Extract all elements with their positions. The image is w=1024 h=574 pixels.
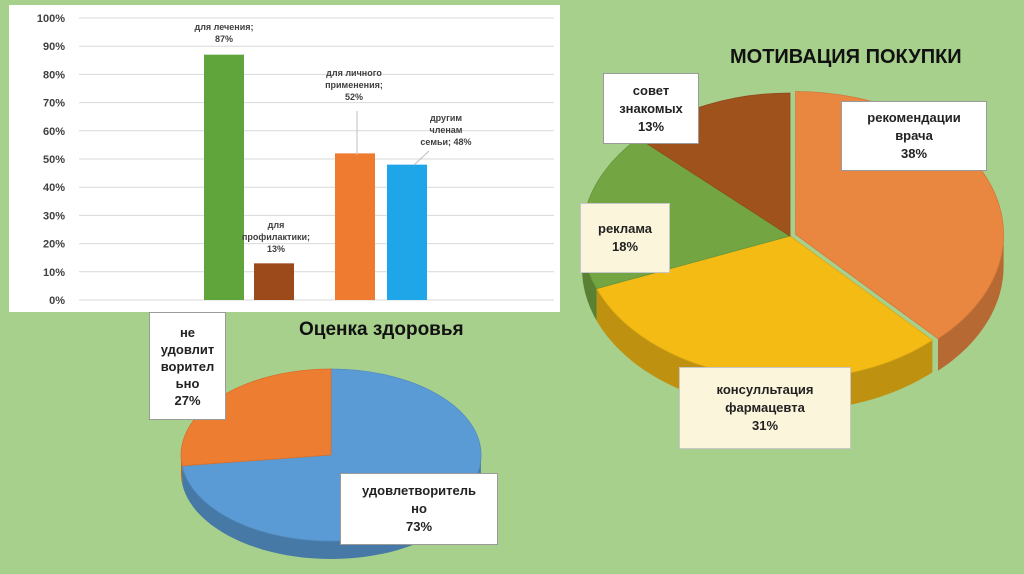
pie-slice-side [938, 236, 1004, 371]
slice-label-friends-advice: совет знакомых 13% [603, 73, 699, 144]
health-chart-title: Оценка здоровья [299, 319, 464, 340]
slice-label-satisfactory: удовлетворитель но 73% [340, 473, 498, 545]
y-tick-label: 50% [43, 154, 65, 166]
bar-data-label: для личного [326, 68, 382, 78]
bar [335, 153, 375, 300]
bar-data-label: 13% [267, 244, 285, 254]
bar-data-label: применения; [325, 80, 383, 90]
bar-data-label: другим [430, 113, 462, 123]
y-tick-label: 80% [43, 69, 65, 81]
bar-chart-panel: 0% 10% 20% 30% 40% 50% 60% 70% 80% 90% 100% для леч… [9, 5, 560, 312]
y-tick-label: 30% [43, 210, 65, 222]
bar-data-label: 87% [215, 34, 233, 44]
pie-slice-side [582, 237, 597, 321]
y-tick-label: 10% [43, 267, 65, 279]
slice-label-pharmacist-consultation: консулльтация фармацевта 31% [679, 367, 851, 449]
slice-label-doctor-recommendation: рекомендации врача 38% [841, 101, 987, 171]
y-tick-label: 70% [43, 98, 65, 110]
bar-chart: 0% 10% 20% 30% 40% 50% 60% 70% 80% 90% 100% для леч… [37, 13, 554, 307]
bar [387, 164, 427, 300]
motivation-chart-title: МОТИВАЦИЯ ПОКУПКИ [730, 46, 962, 68]
slice-label-advertising: реклама 18% [580, 203, 670, 273]
bar-data-label: 52% [345, 92, 363, 102]
y-tick-label: 100% [37, 13, 65, 25]
leader-line [413, 150, 430, 166]
pie-slice-side [181, 456, 183, 484]
bar [204, 54, 244, 300]
y-tick-label: 40% [43, 182, 65, 194]
bar-data-label: для лечения; [194, 22, 253, 32]
bar-data-label: семьи; 48% [420, 137, 471, 147]
bar-data-label: для [268, 220, 285, 230]
slice-label-unsatisfactory: не удовлит ворител ьно 27% [149, 312, 226, 420]
bar [254, 263, 294, 300]
bar-data-label: членам [430, 125, 463, 135]
y-tick-label: 90% [43, 41, 65, 53]
y-tick-label: 60% [43, 126, 65, 138]
bar-data-label: профилактики; [242, 232, 310, 242]
y-tick-label: 0% [49, 295, 65, 307]
y-tick-label: 20% [43, 239, 65, 251]
